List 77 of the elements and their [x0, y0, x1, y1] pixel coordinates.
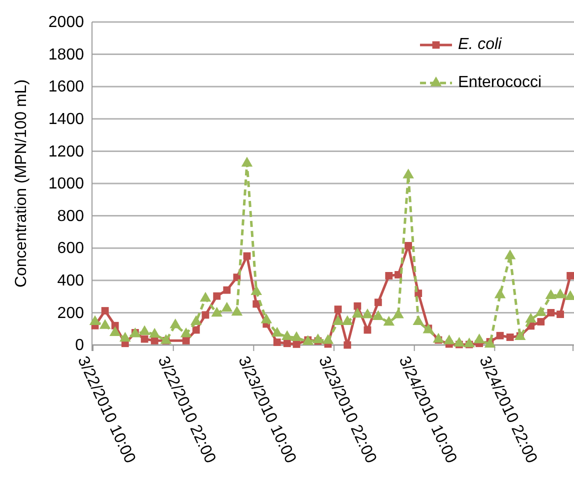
y-tick-label: 2000 — [48, 14, 84, 32]
point — [354, 302, 362, 310]
point — [160, 334, 172, 344]
point — [464, 338, 475, 348]
point — [273, 338, 281, 346]
point — [454, 336, 465, 347]
y-tick-label: 200 — [57, 304, 84, 322]
point — [260, 313, 272, 324]
point — [374, 298, 382, 306]
point — [200, 292, 212, 302]
point — [344, 341, 352, 349]
point — [342, 315, 354, 325]
point — [290, 331, 302, 341]
point — [506, 334, 514, 341]
point — [352, 308, 364, 318]
point — [231, 306, 243, 316]
point — [312, 333, 324, 344]
point — [474, 333, 485, 344]
legend-label: E. coli — [458, 36, 502, 54]
y-tick-label: 1200 — [48, 143, 84, 160]
point — [402, 168, 414, 178]
point — [140, 335, 148, 343]
point — [192, 326, 200, 334]
point — [554, 288, 566, 298]
y-tick-label: 0 — [75, 337, 84, 354]
point — [213, 292, 221, 300]
point — [383, 316, 395, 326]
point — [180, 328, 192, 338]
point — [211, 306, 222, 317]
point — [148, 328, 160, 338]
point — [504, 250, 516, 260]
point — [99, 319, 111, 329]
point — [109, 326, 121, 336]
y-tick-label: 1400 — [48, 111, 84, 128]
point — [496, 332, 504, 340]
point — [385, 272, 393, 280]
point — [138, 325, 150, 336]
point — [283, 340, 291, 348]
point — [545, 289, 557, 299]
y-tick-label: 1800 — [48, 46, 84, 64]
y-axis-title: Concentration (MPN/100 mL) — [13, 79, 30, 288]
point — [322, 334, 334, 344]
point — [170, 318, 181, 328]
point — [332, 315, 344, 325]
point — [221, 302, 233, 312]
y-tick-label: 400 — [57, 272, 84, 290]
legend-label: Enterococci — [458, 74, 542, 92]
point — [404, 242, 412, 250]
point — [556, 310, 564, 318]
point — [250, 285, 262, 295]
y-tick-label: 600 — [57, 240, 84, 258]
point — [412, 315, 424, 325]
point — [271, 326, 283, 337]
point — [334, 306, 342, 314]
point — [444, 334, 455, 344]
point — [432, 332, 444, 343]
y-tick-label: 1600 — [48, 78, 84, 96]
point — [494, 288, 506, 298]
point — [182, 336, 190, 344]
point — [101, 307, 109, 314]
point — [525, 312, 536, 323]
point — [223, 286, 231, 294]
point — [362, 308, 374, 318]
point — [89, 315, 101, 325]
point — [566, 272, 574, 280]
y-tick-label: 1000 — [48, 176, 84, 193]
point — [535, 306, 546, 316]
point — [241, 156, 253, 167]
point — [547, 308, 555, 316]
point — [120, 332, 131, 342]
point — [484, 338, 496, 348]
point — [282, 330, 293, 340]
point — [150, 336, 158, 344]
point — [190, 315, 202, 325]
point — [372, 310, 384, 320]
point — [537, 318, 545, 326]
y-tick-label: 800 — [57, 208, 84, 225]
